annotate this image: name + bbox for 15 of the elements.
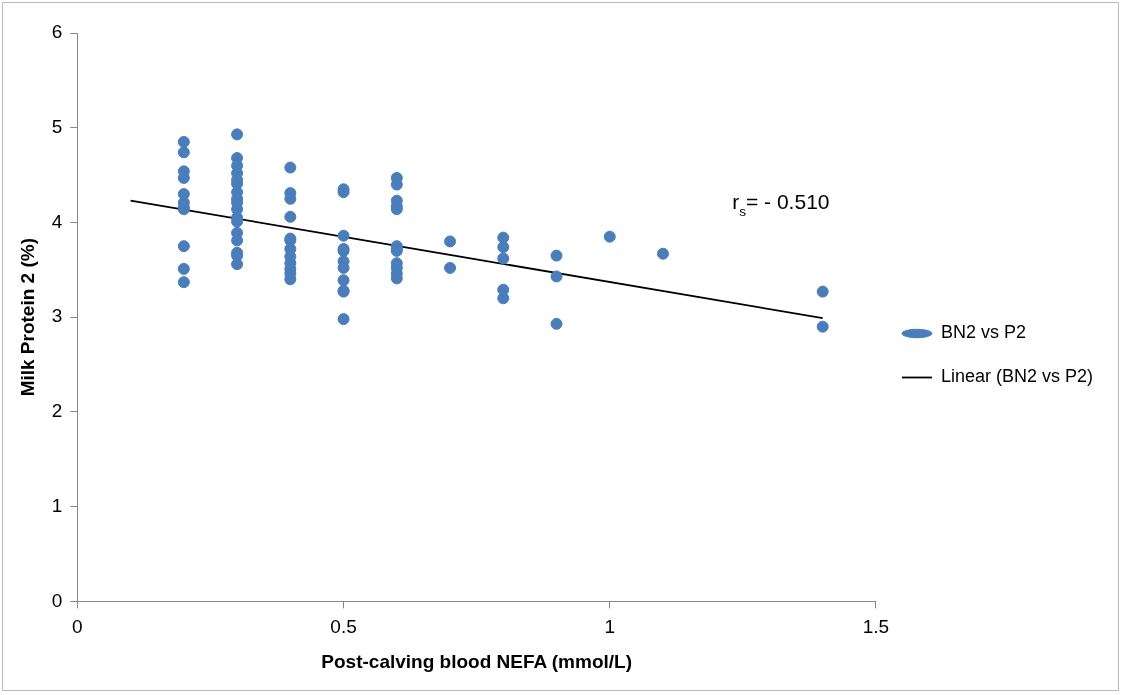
x-tick-label: 1.5	[862, 616, 890, 638]
x-tick-label: 0	[72, 616, 83, 638]
y-tick-label: 3	[51, 305, 63, 327]
x-axis-title: Post-calving blood NEFA (mmol/L)	[321, 650, 633, 672]
y-tick-label: 1	[51, 494, 63, 516]
y-tick-label: 5	[51, 115, 63, 137]
y-tick-label: 0	[51, 589, 63, 611]
y-tick-label: 2	[51, 400, 63, 422]
y-axis-title: Milk Protein 2 (%)	[16, 238, 38, 397]
y-tick-label: 6	[51, 21, 63, 43]
legend-label: BN2 vs P2	[940, 322, 1026, 343]
x-tick-label: 0.5	[330, 616, 357, 638]
legend-label: Linear (BN2 vs P2)	[940, 366, 1093, 387]
x-tick-label: 1	[604, 616, 616, 638]
y-tick-label: 4	[51, 210, 63, 232]
